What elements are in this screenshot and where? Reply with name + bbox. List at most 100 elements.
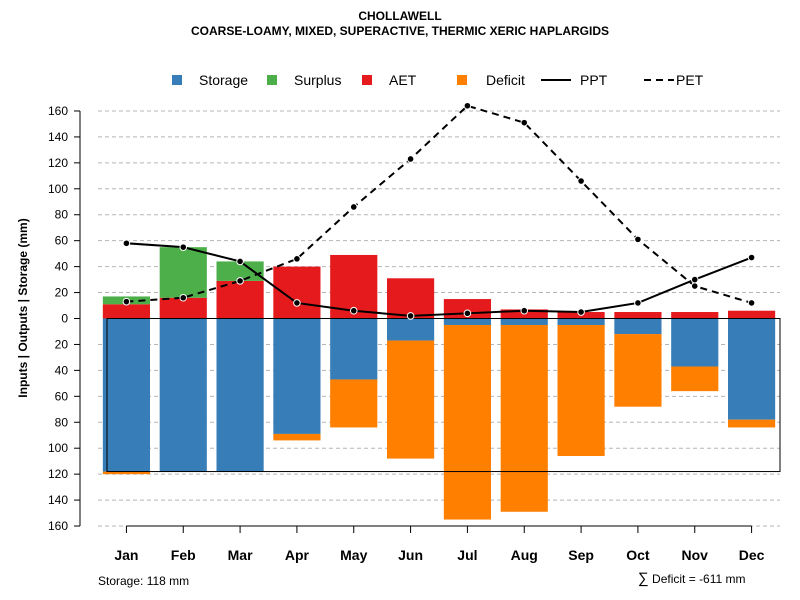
deficit-note: ∑ Deficit = -611 mm [638,570,746,587]
legend-label-surplus: Surplus [294,72,341,88]
ppt-point [634,299,642,307]
x-tick-label-mar: Mar [228,547,253,563]
x-tick-label-oct: Oct [626,547,650,563]
x-tick-label-apr: Apr [285,547,310,563]
ppt-point [463,309,472,318]
deficit-bar [330,379,378,428]
chart-subtitle: COARSE-LOAMY, MIXED, SUPERACTIVE, THERMI… [190,24,610,38]
storage-bar [102,318,151,472]
x-tick-label-jan: Jan [114,547,138,563]
ppt-point [293,299,301,307]
storage-bar [727,318,776,420]
surplus-bar [159,247,207,298]
legend-label-storage: Storage [199,72,248,88]
y-tick-label: 120 [48,156,68,170]
ppt-point [406,312,415,320]
legend-label-aet: AET [389,72,417,88]
y-tick-label: 60 [55,389,69,403]
ppt-point [520,306,529,315]
deficit-bar [557,324,605,456]
x-tick-label-sep: Sep [568,547,594,563]
deficit-bar [500,324,548,512]
legend-swatch-deficit [457,75,467,85]
x-tick-label-feb: Feb [171,547,196,563]
pet-point [577,177,585,185]
deficit-total: Deficit = -611 mm [652,572,746,586]
x-tick-label-may: May [340,547,367,563]
legend-label-pet: PET [676,72,704,88]
aet-bar [386,278,435,319]
storage-bar [216,318,264,472]
y-tick-label: 0 [61,312,68,326]
pet-point [179,293,188,302]
y-tick-label: 40 [55,260,69,274]
y-tick-label: 20 [55,337,69,351]
legend-label-ppt: PPT [580,72,608,88]
deficit-bar [727,419,776,428]
chart-title: CHOLLAWELL [358,9,442,23]
x-tick-label-jun: Jun [398,547,423,563]
storage-bar [330,318,378,380]
pet-point [349,203,358,211]
ppt-point [236,257,244,266]
storage-bar [614,318,662,335]
deficit-bar [273,433,321,441]
pet-point [122,297,131,306]
pet-point [747,299,756,307]
y-tick-label: 100 [48,441,68,455]
storage-bar [159,318,207,472]
legend-swatch-storage [172,75,182,85]
pet-point [236,277,244,285]
storage-bar [500,318,548,325]
ppt-point [349,306,358,315]
aet-bar [273,266,321,319]
y-tick-label: 120 [48,467,68,481]
sum-symbol: ∑ [638,570,649,587]
y-tick-label: 40 [55,363,69,377]
storage-bar [386,318,435,341]
x-tick-label-jul: Jul [457,547,477,563]
deficit-bar [443,324,492,520]
y-tick-label: 20 [55,286,69,300]
deficit-bar [614,334,662,407]
y-tick-label: 100 [48,182,68,196]
y-tick-label: 160 [48,104,68,118]
y-axis-label: Inputs | Outputs | Storage (mm) [16,218,30,397]
aet-bar [614,312,662,319]
pet-point [406,155,415,163]
ppt-point [122,239,131,248]
x-tick-label-dec: Dec [739,547,765,563]
y-tick-label: 80 [55,415,69,429]
deficit-bar [386,340,435,459]
y-tick-label: 160 [48,519,68,533]
ppt-line [126,242,752,317]
pet-point [634,235,642,244]
x-tick-label-nov: Nov [682,547,709,563]
storage-bar [671,318,719,367]
storage-note: Storage: 118 mm [98,574,190,588]
ppt-point [179,243,188,251]
deficit-bar [102,471,151,475]
aet-bar [159,297,207,319]
legend-swatch-surplus [267,75,277,85]
storage-bar [443,318,492,325]
deficit-bar [671,366,719,392]
ppt-point [747,253,756,262]
aet-bar [727,310,776,319]
pet-point [463,101,472,110]
y-tick-label: 140 [48,493,68,507]
y-tick-label: 60 [55,234,69,248]
legend-label-deficit: Deficit [486,72,525,88]
pet-line [126,104,752,304]
ppt-point [577,308,585,316]
storage-bar [557,318,605,325]
pet-point [690,282,699,290]
aet-bar [102,304,151,319]
x-tick-label-aug: Aug [511,547,538,563]
aet-bar [671,312,719,319]
y-tick-label: 80 [55,208,69,222]
pet-point [293,255,301,263]
storage-bar [273,318,321,434]
pet-point [520,118,529,127]
